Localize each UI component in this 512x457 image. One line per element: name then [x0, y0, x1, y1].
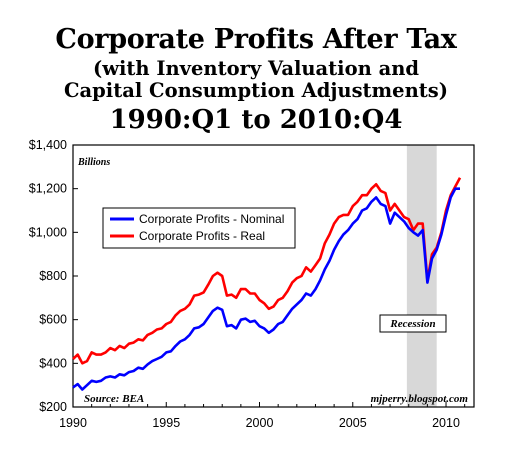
chart-title: Corporate Profits After Tax	[55, 24, 457, 55]
y-axis: $200 $400 $600 $800 $1,000 $1,200 $1,400	[29, 138, 78, 414]
recession-label-text: Recession	[389, 318, 435, 330]
credit-label: mjperry.blogspot.com	[371, 393, 469, 405]
legend-label-nominal: Corporate Profits - Nominal	[139, 212, 284, 226]
y-tick-label: $1,200	[29, 182, 67, 196]
chart-subtitle: (with Inventory Valuation and Capital Co…	[0, 58, 512, 102]
recession-band	[406, 145, 437, 407]
source-label: Source: BEA	[84, 393, 144, 405]
series-line-real	[72, 177, 462, 365]
subtitle-line-2: Capital Consumption Adjustments)	[64, 79, 448, 102]
legend-box	[102, 207, 296, 249]
chart-period: 1990:Q1 to 2010:Q4	[109, 105, 403, 135]
x-tick-label: 2010	[432, 416, 460, 430]
y-tick-label: $800	[39, 269, 67, 283]
series-line-nominal	[72, 187, 460, 391]
x-tick-label: 1995	[152, 416, 180, 430]
y-tick-label: $1,000	[29, 225, 67, 239]
legend-label-real: Corporate Profits - Real	[139, 229, 265, 243]
x-tick-label: 2005	[339, 416, 367, 430]
y-axis-unit-label: Billions	[77, 157, 110, 168]
x-tick-label: 2000	[246, 416, 274, 430]
legend: Corporate Profits - Nominal Corporate Pr…	[102, 207, 296, 249]
y-tick-label: $1,400	[29, 138, 67, 152]
x-tick-label: 1990	[59, 416, 87, 430]
y-tick-label: $600	[39, 313, 67, 327]
x-axis: 1990 1995 2000 2005 2010	[59, 402, 466, 430]
recession-label-box	[379, 314, 447, 333]
y-tick-label: $200	[39, 400, 67, 414]
subtitle-line-1: (with Inventory Valuation and	[92, 57, 420, 80]
y-tick-label: $400	[39, 356, 67, 370]
recession-label: Recession	[379, 314, 447, 333]
